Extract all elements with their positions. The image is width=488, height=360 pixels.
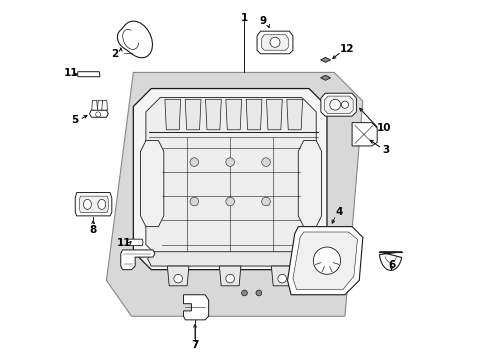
Polygon shape <box>133 89 326 270</box>
Polygon shape <box>287 226 362 295</box>
Text: 1: 1 <box>241 13 247 23</box>
Polygon shape <box>320 93 356 116</box>
Polygon shape <box>145 98 316 259</box>
Circle shape <box>313 247 340 274</box>
Circle shape <box>329 99 340 110</box>
Polygon shape <box>97 100 103 110</box>
Polygon shape <box>127 239 142 246</box>
Text: 8: 8 <box>89 225 97 235</box>
Polygon shape <box>219 266 241 286</box>
Text: 4: 4 <box>335 207 343 217</box>
Polygon shape <box>271 266 292 286</box>
Circle shape <box>277 274 286 283</box>
Polygon shape <box>78 72 100 77</box>
Circle shape <box>269 37 280 47</box>
Polygon shape <box>89 110 108 117</box>
Text: 3: 3 <box>382 144 389 154</box>
Polygon shape <box>183 295 208 320</box>
Polygon shape <box>92 100 97 110</box>
Circle shape <box>225 158 234 166</box>
Circle shape <box>174 274 182 283</box>
Polygon shape <box>147 252 319 266</box>
Polygon shape <box>102 100 107 110</box>
Text: 12: 12 <box>339 44 353 54</box>
Circle shape <box>261 158 270 166</box>
Polygon shape <box>286 99 302 130</box>
Polygon shape <box>140 140 163 226</box>
Text: 10: 10 <box>376 123 390 133</box>
Circle shape <box>96 112 101 117</box>
Circle shape <box>190 158 198 166</box>
Text: 6: 6 <box>387 260 394 270</box>
Polygon shape <box>75 193 112 216</box>
Circle shape <box>225 197 234 206</box>
Polygon shape <box>324 96 352 114</box>
Polygon shape <box>185 99 201 130</box>
Polygon shape <box>117 21 152 58</box>
Polygon shape <box>298 140 321 226</box>
Polygon shape <box>320 75 330 80</box>
Ellipse shape <box>98 199 105 210</box>
Polygon shape <box>121 250 155 270</box>
Polygon shape <box>106 72 362 316</box>
Polygon shape <box>164 99 180 130</box>
Polygon shape <box>320 57 330 62</box>
Polygon shape <box>205 99 221 130</box>
Polygon shape <box>225 99 241 130</box>
Text: 9: 9 <box>260 17 266 27</box>
Polygon shape <box>266 99 282 130</box>
Circle shape <box>225 274 234 283</box>
Text: 11: 11 <box>116 238 131 248</box>
Circle shape <box>261 197 270 206</box>
Polygon shape <box>292 232 357 289</box>
Polygon shape <box>261 35 287 50</box>
Polygon shape <box>245 99 262 130</box>
Polygon shape <box>379 252 402 270</box>
Circle shape <box>241 290 247 296</box>
Ellipse shape <box>83 199 91 210</box>
Polygon shape <box>257 31 292 54</box>
Circle shape <box>190 197 198 206</box>
Text: 7: 7 <box>191 340 198 350</box>
Text: 5: 5 <box>71 115 79 125</box>
Polygon shape <box>167 266 188 286</box>
Circle shape <box>341 101 348 108</box>
Circle shape <box>255 290 261 296</box>
Text: 11: 11 <box>64 68 79 78</box>
Polygon shape <box>351 123 376 146</box>
Text: 2: 2 <box>111 49 118 59</box>
Polygon shape <box>80 196 108 212</box>
